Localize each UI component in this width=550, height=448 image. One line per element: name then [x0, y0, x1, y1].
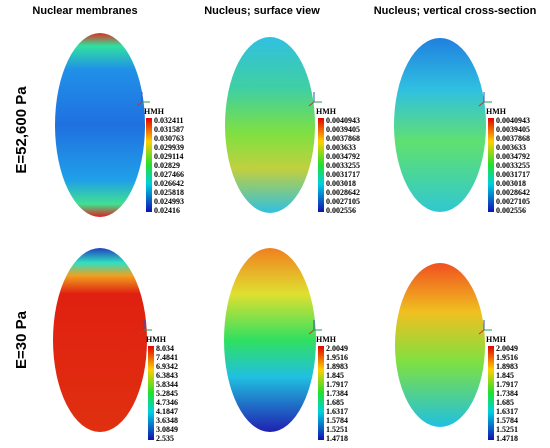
- column-title: Nuclear membranes: [32, 5, 137, 17]
- colorbar-title: HMH: [486, 107, 507, 116]
- colorbar-tick-label: 0.025818: [154, 188, 184, 197]
- nucleus-map: [225, 37, 315, 213]
- colorbar-tick-label: 0.003018: [326, 179, 356, 188]
- colorbar-tick-label: 1.5784: [326, 416, 348, 425]
- colorbar-tick-label: 0.026642: [154, 179, 184, 188]
- colorbar-tick-label: 1.685: [326, 398, 344, 407]
- colorbar-tick-label: 6.9342: [156, 362, 178, 371]
- colorbar-tick-label: 0.0040943: [326, 116, 360, 125]
- nucleus-map: [224, 248, 316, 432]
- colorbar-tick-label: 0.032411: [154, 116, 184, 125]
- colorbar-tick-label: 0.02829: [154, 161, 180, 170]
- colorbar-tick-label: 2.535: [156, 434, 174, 443]
- colorbar-tick-label: 8.034: [156, 344, 174, 353]
- colorbar-tick-label: 0.0037868: [496, 134, 530, 143]
- colorbar-title: HMH: [146, 335, 167, 344]
- colorbar-tick-label: 4.7346: [156, 398, 178, 407]
- colorbar-tick-label: 1.7917: [496, 380, 518, 389]
- colorbar-tick-label: 2.0049: [496, 344, 518, 353]
- axis-glyph: [478, 101, 485, 107]
- colorbar: [148, 346, 154, 440]
- colorbar-tick-label: 1.7384: [496, 389, 518, 398]
- colorbar-tick-label: 0.031587: [154, 125, 184, 134]
- colorbar-tick-label: 0.0034792: [496, 152, 530, 161]
- colorbar-tick-label: 1.6317: [326, 407, 348, 416]
- colorbar-tick-label: 0.0040943: [496, 116, 530, 125]
- colorbar-tick-label: 1.685: [496, 398, 514, 407]
- colorbar-tick-label: 0.0039405: [496, 125, 530, 134]
- colorbar-tick-label: 0.0028642: [496, 188, 530, 197]
- colorbar-tick-label: 1.8983: [326, 362, 348, 371]
- colorbar-tick-label: 0.029114: [154, 152, 184, 161]
- colorbar-tick-label: 0.003633: [496, 143, 526, 152]
- colorbar-tick-label: 0.029939: [154, 143, 184, 152]
- colorbar-tick-label: 0.0027105: [326, 197, 360, 206]
- colorbar-tick-label: 1.6317: [496, 407, 518, 416]
- colorbar-tick-label: 0.024993: [154, 197, 184, 206]
- colorbar-title: HMH: [316, 107, 337, 116]
- colorbar-tick-label: 5.2845: [156, 389, 178, 398]
- colorbar-tick-label: 0.030763: [154, 134, 184, 143]
- colorbar-tick-label: 1.845: [326, 371, 344, 380]
- colorbar-title: HMH: [144, 107, 165, 116]
- colorbar-tick-label: 0.002556: [496, 206, 526, 215]
- colorbar: [318, 118, 324, 212]
- colorbar-tick-label: 0.02416: [154, 206, 180, 215]
- colorbar-tick-label: 0.0028642: [326, 188, 360, 197]
- colorbar-tick-label: 1.5251: [326, 425, 348, 434]
- nucleus-map: [394, 38, 486, 212]
- colorbar-tick-label: 1.4718: [496, 434, 518, 443]
- colorbar-tick-label: 0.0031717: [496, 170, 530, 179]
- axis-glyph: [138, 329, 145, 335]
- colorbar-tick-label: 0.0037868: [326, 134, 360, 143]
- colorbar-tick-label: 0.0031717: [326, 170, 360, 179]
- axis-glyph: [478, 329, 485, 335]
- colorbar-tick-label: 1.9516: [496, 353, 518, 362]
- colorbar-tick-label: 6.3843: [156, 371, 178, 380]
- colorbar-tick-label: 1.5784: [496, 416, 518, 425]
- row-label: E=30 Pa: [13, 310, 30, 369]
- nucleus-map: [55, 33, 145, 217]
- colorbar-tick-label: 7.4841: [156, 353, 178, 362]
- colorbar-tick-label: 1.5251: [496, 425, 518, 434]
- colorbar-tick-label: 3.0849: [156, 425, 178, 434]
- colorbar-tick-label: 1.9516: [326, 353, 348, 362]
- panels: HMH0.0324110.0315870.0307630.0299390.029…: [53, 33, 530, 443]
- colorbar: [318, 346, 324, 440]
- colorbar-tick-label: 0.002556: [326, 206, 356, 215]
- colorbar-tick-label: 0.0034792: [326, 152, 360, 161]
- column-title: Nucleus; vertical cross-section: [374, 5, 537, 17]
- colorbar-tick-label: 4.1847: [156, 407, 178, 416]
- axis-glyph: [136, 101, 143, 107]
- colorbar: [488, 118, 494, 212]
- colorbar-title: HMH: [486, 335, 507, 344]
- nucleus-map: [395, 263, 485, 427]
- colorbar-tick-label: 0.0039405: [326, 125, 360, 134]
- axis-glyph: [308, 101, 315, 107]
- colorbar-tick-label: 1.8983: [496, 362, 518, 371]
- colorbar-tick-label: 1.7917: [326, 380, 348, 389]
- colorbar: [488, 346, 494, 440]
- colorbar-tick-label: 0.027466: [154, 170, 184, 179]
- colorbar-tick-label: 0.003018: [496, 179, 526, 188]
- row-label: E=52,600 Pa: [13, 86, 30, 174]
- colorbar-title: HMH: [316, 335, 337, 344]
- colorbar-tick-label: 0.003633: [326, 143, 356, 152]
- colorbar-tick-label: 0.0033255: [326, 161, 360, 170]
- colorbar-tick-label: 1.7384: [326, 389, 348, 398]
- colorbar: [146, 118, 152, 212]
- colorbar-tick-label: 5.8344: [156, 380, 178, 389]
- colorbar-tick-label: 1.4718: [326, 434, 348, 443]
- nucleus-map: [53, 248, 147, 432]
- colorbar-tick-label: 0.0033255: [496, 161, 530, 170]
- axis-glyph: [308, 329, 315, 335]
- column-title: Nucleus; surface view: [204, 5, 320, 17]
- colorbar-tick-label: 2.0049: [326, 344, 348, 353]
- colorbar-tick-label: 3.6348: [156, 416, 178, 425]
- colorbar-tick-label: 1.845: [496, 371, 514, 380]
- colorbar-tick-label: 0.0027105: [496, 197, 530, 206]
